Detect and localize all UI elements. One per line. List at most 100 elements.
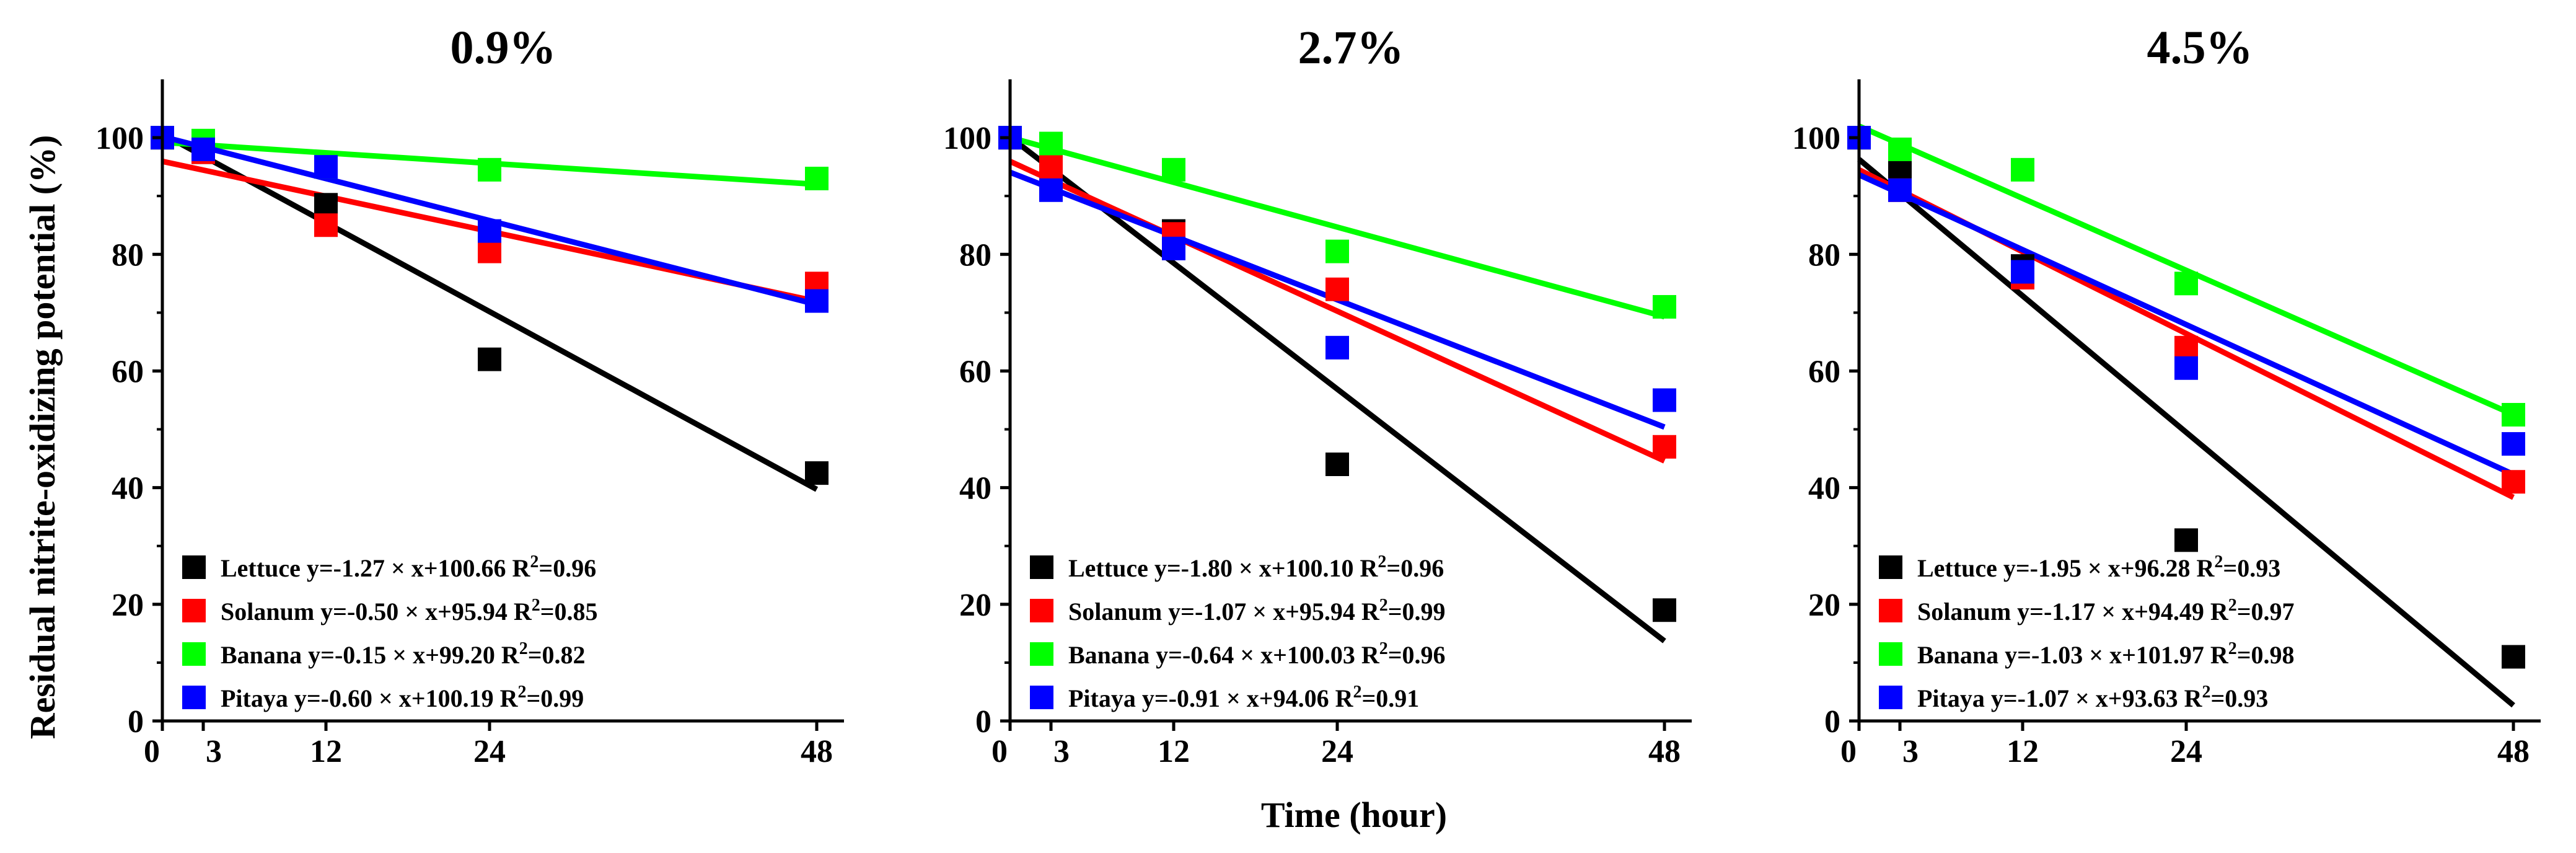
legend-marker-lettuce [1030, 555, 1053, 579]
x-tick-label: 48 [801, 734, 833, 769]
legend-marker-solanum [182, 599, 206, 622]
y-tick-label: 100 [1792, 121, 1840, 156]
x-tick-label: 48 [2497, 734, 2530, 769]
x-tick-label: 0 [991, 734, 1008, 769]
legend-marker-lettuce [1879, 555, 1902, 579]
data-point-lettuce [2502, 645, 2525, 669]
data-point-banana [1039, 131, 1063, 156]
legend-entry-solanum: Solanum y=-0.50 × x+95.94 R2=0.85 [221, 596, 598, 625]
data-point-pitaya [2011, 260, 2034, 284]
y-tick-label: 40 [1808, 471, 1840, 506]
y-tick-label: 80 [1808, 237, 1840, 273]
y-tick-label: 80 [112, 237, 144, 273]
chart-title: 2.7% [1298, 22, 1404, 74]
legend-entry-banana: Banana y=-1.03 × x+101.97 R2=0.98 [1917, 639, 2295, 669]
data-point-pitaya [314, 155, 338, 179]
legend-entry-solanum: Solanum y=-1.07 × x+95.94 R2=0.99 [1068, 596, 1446, 625]
data-point-solanum [1325, 277, 1349, 301]
data-point-pitaya [1325, 335, 1349, 360]
fit-line-banana [1009, 135, 1666, 320]
x-tick-label: 0 [1840, 734, 1857, 769]
fit-line-pitaya [1858, 172, 2515, 477]
x-tick-label: 24 [2170, 734, 2202, 769]
legend-marker-pitaya [1030, 686, 1053, 709]
legend-entry-banana: Banana y=-0.64 × x+100.03 R2=0.96 [1068, 639, 1446, 669]
data-point-pitaya [191, 137, 215, 161]
chart-panel-3: 4.5% 0 20 40 60 80 100 0 3 12 24 48 Lettuce y=-1.95 … [1792, 22, 2541, 769]
y-tick-label: 20 [112, 588, 144, 623]
panels: 0.9% 0 20 40 60 80 100 0 3 12 24 48 Lettuce y=-1.27 … [95, 22, 2541, 769]
fit-line-lettuce [160, 131, 819, 492]
legend-marker-solanum [1879, 599, 1902, 622]
y-tick-label: 60 [959, 354, 991, 389]
data-point-solanum [1653, 435, 1676, 459]
data-point-pitaya [2502, 432, 2525, 456]
data-point-pitaya [478, 219, 501, 243]
legend-entry-lettuce: Lettuce y=-1.80 × x+100.10 R2=0.96 [1068, 552, 1444, 582]
x-tick-label: 3 [1902, 734, 1919, 769]
fit-line-lettuce [1008, 135, 1666, 643]
x-tick-label: 3 [206, 734, 222, 769]
data-point-pitaya [1162, 236, 1185, 260]
data-point-lettuce [2174, 528, 2198, 552]
data-point-banana [478, 157, 501, 182]
data-point-solanum [1039, 155, 1063, 179]
chart-panel-1: 0.9% 0 20 40 60 80 100 0 3 12 24 48 Lettuce y=-1.27 … [95, 22, 844, 769]
data-point-pitaya [1653, 388, 1676, 412]
x-tick-label: 12 [1158, 734, 1190, 769]
y-tick-label: 40 [112, 471, 144, 506]
y-tick-label: 80 [959, 237, 991, 273]
legend-marker-lettuce [182, 555, 206, 579]
data-point-banana [1162, 157, 1185, 182]
data-point-lettuce [478, 347, 501, 371]
legend-entry-banana: Banana y=-0.15 × x+99.20 R2=0.82 [221, 639, 586, 669]
y-tick-label: 20 [959, 588, 991, 623]
data-point-pitaya [1039, 178, 1063, 202]
data-point-lettuce [314, 193, 338, 217]
y-tick-label: 100 [95, 121, 144, 156]
chart-panel-2: 2.7% 0 20 40 60 80 100 0 3 12 24 48 Lettuce y=-1.80 … [943, 22, 1692, 769]
y-tick-label: 0 [128, 704, 144, 740]
legend-entry-pitaya: Pitaya y=-0.91 × x+94.06 R2=0.91 [1068, 683, 1419, 712]
x-tick-label: 12 [310, 734, 342, 769]
legend-marker-banana [182, 642, 206, 666]
x-tick-label: 12 [2007, 734, 2039, 769]
x-tick-label: 3 [1053, 734, 1070, 769]
data-point-lettuce [1325, 453, 1349, 476]
x-tick-label: 0 [144, 734, 160, 769]
x-axis-label: Time (hour) [1261, 795, 1447, 835]
fit-line-banana [1858, 123, 2515, 417]
data-point-banana [1888, 137, 1912, 161]
y-tick-label: 0 [1824, 704, 1840, 740]
y-tick-label: 40 [959, 471, 991, 506]
data-point-pitaya [2174, 356, 2198, 380]
legend-entry-lettuce: Lettuce y=-1.27 × x+100.66 R2=0.96 [221, 552, 596, 582]
legend-marker-pitaya [182, 686, 206, 709]
data-point-pitaya [805, 289, 829, 313]
x-tick-label: 24 [473, 734, 506, 769]
data-point-solanum [478, 239, 501, 263]
data-point-banana [2502, 403, 2525, 427]
legend-entry-pitaya: Pitaya y=-1.07 × x+93.63 R2=0.93 [1917, 683, 2268, 712]
chart-title: 4.5% [2147, 22, 2253, 74]
fit-line-lettuce [1857, 157, 2515, 708]
legend-entry-pitaya: Pitaya y=-0.60 × x+100.19 R2=0.99 [221, 683, 584, 712]
y-tick-label: 100 [943, 121, 991, 156]
legend-marker-solanum [1030, 599, 1053, 622]
fit-line-solanum [1009, 159, 1666, 464]
legend-entry-lettuce: Lettuce y=-1.95 × x+96.28 R2=0.93 [1917, 552, 2280, 582]
y-tick-label: 0 [975, 704, 991, 740]
y-axis-label: Residual nitrite-oxidizing potential (%) [22, 135, 63, 740]
chart-title: 0.9% [451, 22, 556, 74]
y-tick-label: 20 [1808, 588, 1840, 623]
data-point-solanum [2502, 470, 2525, 494]
legend-marker-banana [1030, 642, 1053, 666]
data-point-pitaya [1888, 178, 1912, 202]
y-tick-label: 60 [112, 354, 144, 389]
x-tick-label: 24 [1321, 734, 1353, 769]
data-point-lettuce [805, 461, 829, 485]
x-tick-label: 48 [1648, 734, 1681, 769]
data-point-banana [1653, 294, 1676, 319]
legend-marker-pitaya [1879, 686, 1902, 709]
